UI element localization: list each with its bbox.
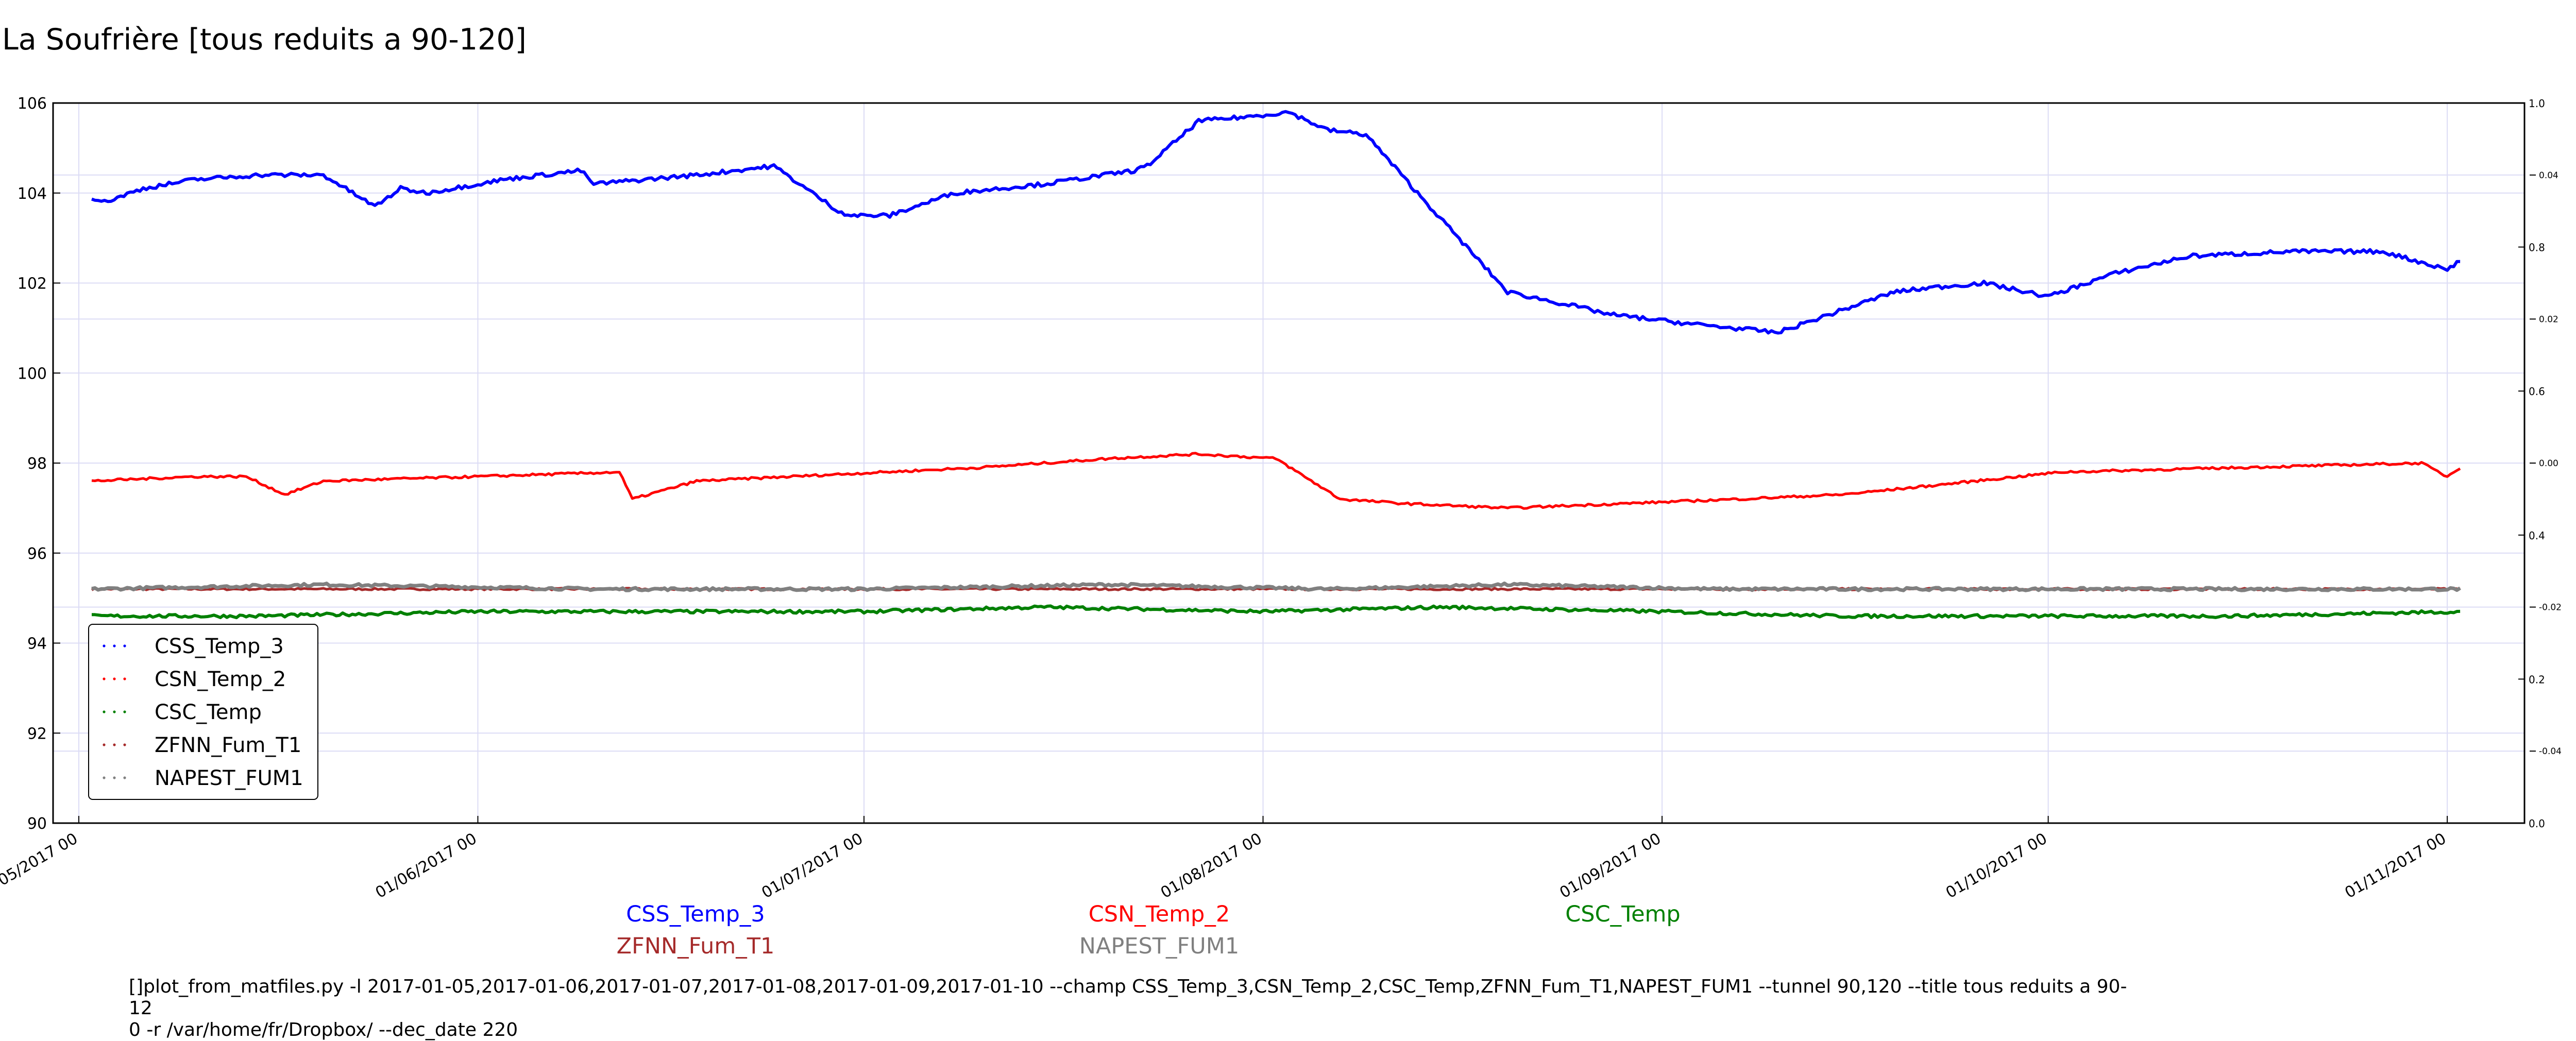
y-tick-label: 90 [27, 815, 47, 833]
legend-marker [123, 776, 126, 779]
bottom-label-css-temp-3: CSS_Temp_3 [626, 901, 765, 927]
y-tick-label: 104 [18, 185, 47, 203]
legend-label: CSC_Temp [155, 701, 262, 724]
legend-marker [123, 644, 126, 647]
series-line-csc-temp [92, 604, 2461, 620]
legend-label: ZFNN_Fum_T1 [155, 733, 301, 757]
legend-marker [123, 710, 126, 713]
bottom-label-csn-temp-2: CSN_Temp_2 [1088, 901, 1230, 927]
legend-label: CSS_Temp_3 [155, 635, 284, 658]
right-outer-tick-label: 0.8 [2529, 242, 2545, 254]
legend-marker [103, 710, 106, 713]
command-line-text: []plot_from_matfiles.py -l 2017-01-05,20… [129, 976, 2127, 1040]
legend: CSS_Temp_3 CSN_Temp_2 CSC_Temp ZFNN_Fum_T1 N… [88, 624, 318, 800]
right-outer-tick-label: 0.6 [2529, 385, 2545, 398]
bottom-label-napest-fum1: NAPEST_FUM1 [1079, 933, 1240, 959]
right-outer-tick-label: 1.0 [2529, 97, 2545, 110]
x-tick-label: 01/11/2017 00 [2342, 830, 2450, 902]
bottom-label-zfnn-fum-t1: ZFNN_Fum_T1 [616, 933, 775, 959]
legend-marker [103, 644, 106, 647]
legend-marker [123, 677, 126, 680]
y-tick-label: 94 [27, 635, 47, 653]
right-outer-tick-label: 0.4 [2529, 530, 2545, 542]
legend-marker [113, 644, 116, 647]
series-line-csn-temp-2 [91, 452, 2461, 510]
x-tick-label: 01/08/2017 00 [1158, 830, 1265, 902]
right-outer-tick-label: 0.0 [2529, 817, 2545, 830]
right-inner-tick-label: -0.04 [2539, 746, 2562, 757]
x-tick-label: 01/05/2017 00 [0, 830, 81, 902]
right-inner-tick-label: 0.02 [2539, 314, 2558, 325]
y-tick-label: 100 [18, 365, 47, 383]
y-tick-label: 102 [18, 275, 47, 293]
x-tick-label: 01/07/2017 00 [758, 830, 866, 902]
legend-label: CSN_Temp_2 [155, 668, 286, 691]
legend-label: NAPEST_FUM1 [155, 766, 303, 790]
right-inner-tick-label: 0.04 [2539, 170, 2558, 181]
series-line-css-temp-3 [91, 110, 2461, 335]
legend-box [88, 624, 318, 800]
right-inner-tick-label: 0.00 [2539, 458, 2558, 469]
bottom-label-csc-temp: CSC_Temp [1565, 901, 1681, 927]
series-line-napest-fum1 [91, 582, 2461, 592]
x-tick-label: 01/09/2017 00 [1556, 830, 1664, 902]
y-tick-label: 98 [27, 455, 47, 473]
x-tick-label: 01/10/2017 00 [1943, 830, 2050, 902]
chart-title: La Soufrière [tous reduits a 90-120] [2, 23, 527, 57]
y-tick-label: 92 [27, 725, 47, 743]
y-tick-label: 96 [27, 545, 47, 563]
legend-marker [113, 710, 116, 713]
legend-marker [103, 743, 106, 746]
grid-layer [53, 103, 2524, 823]
legend-marker [103, 677, 106, 680]
series-layer [91, 110, 2461, 620]
legend-marker [113, 677, 116, 680]
right-outer-tick-label: 0.2 [2529, 673, 2545, 686]
legend-marker [123, 743, 126, 746]
legend-marker [113, 743, 116, 746]
right-inner-tick-label: -0.02 [2539, 603, 2562, 613]
legend-marker [103, 776, 106, 779]
legend-marker [113, 776, 116, 779]
y-tick-label: 106 [18, 95, 47, 113]
x-tick-label: 01/06/2017 00 [372, 830, 480, 902]
